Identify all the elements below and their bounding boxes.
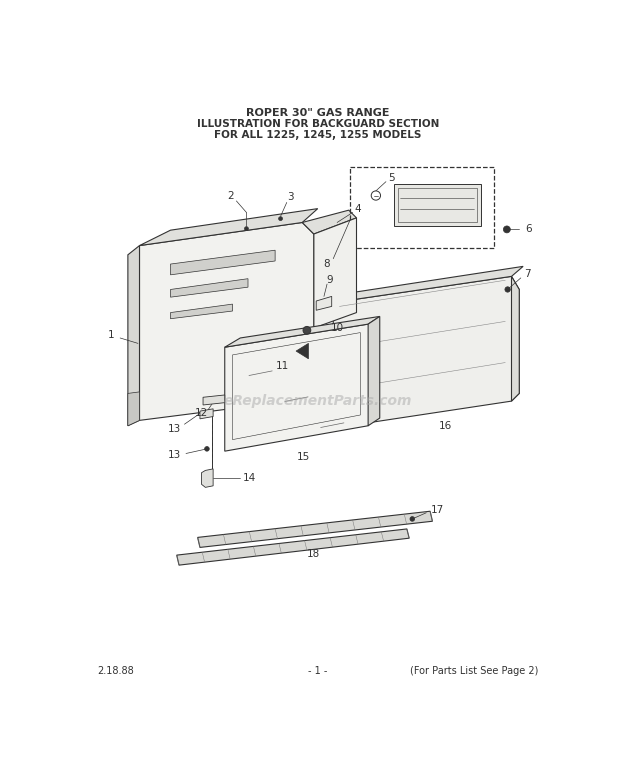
Text: 11: 11 (275, 361, 289, 371)
Polygon shape (224, 324, 373, 451)
Circle shape (278, 217, 283, 220)
Polygon shape (170, 304, 232, 319)
Text: (For Parts List See Page 2): (For Parts List See Page 2) (410, 666, 539, 676)
Text: - 1 -: - 1 - (308, 666, 327, 676)
Text: 6: 6 (526, 224, 532, 234)
Circle shape (410, 517, 415, 521)
Circle shape (505, 287, 510, 293)
Text: 12: 12 (195, 408, 208, 418)
Bar (350, 167, 494, 248)
Text: 3: 3 (287, 192, 294, 202)
Text: 14: 14 (243, 473, 256, 483)
Polygon shape (394, 184, 480, 227)
Text: 18: 18 (308, 549, 321, 559)
Text: eReplacementParts.com: eReplacementParts.com (223, 394, 412, 408)
Polygon shape (334, 276, 520, 428)
Polygon shape (224, 317, 379, 347)
Polygon shape (316, 296, 332, 310)
Polygon shape (140, 223, 314, 421)
Polygon shape (512, 276, 520, 401)
Polygon shape (368, 317, 379, 426)
Text: ILLUSTRATION FOR BACKGUARD SECTION: ILLUSTRATION FOR BACKGUARD SECTION (197, 119, 439, 129)
Text: 1: 1 (108, 330, 115, 340)
Circle shape (303, 327, 311, 334)
Circle shape (244, 227, 249, 230)
Circle shape (205, 446, 210, 451)
Polygon shape (128, 245, 140, 426)
Polygon shape (170, 250, 275, 275)
Polygon shape (177, 529, 409, 565)
Circle shape (503, 226, 510, 233)
Text: 17: 17 (430, 505, 444, 515)
Text: 13: 13 (168, 424, 181, 434)
Polygon shape (128, 392, 140, 426)
Text: ROPER 30" GAS RANGE: ROPER 30" GAS RANGE (246, 108, 389, 118)
Text: 2: 2 (228, 192, 234, 201)
Text: 8: 8 (324, 259, 330, 269)
Polygon shape (314, 218, 356, 328)
Polygon shape (170, 279, 248, 297)
Polygon shape (200, 409, 213, 419)
Polygon shape (303, 210, 356, 234)
Text: 16: 16 (439, 421, 452, 431)
Text: 9: 9 (326, 275, 333, 286)
Text: 15: 15 (297, 452, 311, 462)
Text: 5: 5 (388, 173, 395, 183)
Polygon shape (140, 209, 317, 245)
Polygon shape (198, 511, 433, 547)
Text: 4: 4 (355, 203, 361, 213)
Text: 7: 7 (525, 269, 531, 279)
Polygon shape (203, 395, 224, 405)
Polygon shape (202, 469, 213, 487)
Text: 10: 10 (330, 323, 343, 333)
Text: 2.18.88: 2.18.88 (97, 666, 134, 676)
Text: 13: 13 (168, 450, 181, 460)
Polygon shape (334, 266, 523, 303)
Text: FOR ALL 1225, 1245, 1255 MODELS: FOR ALL 1225, 1245, 1255 MODELS (214, 130, 422, 140)
Polygon shape (296, 343, 309, 359)
